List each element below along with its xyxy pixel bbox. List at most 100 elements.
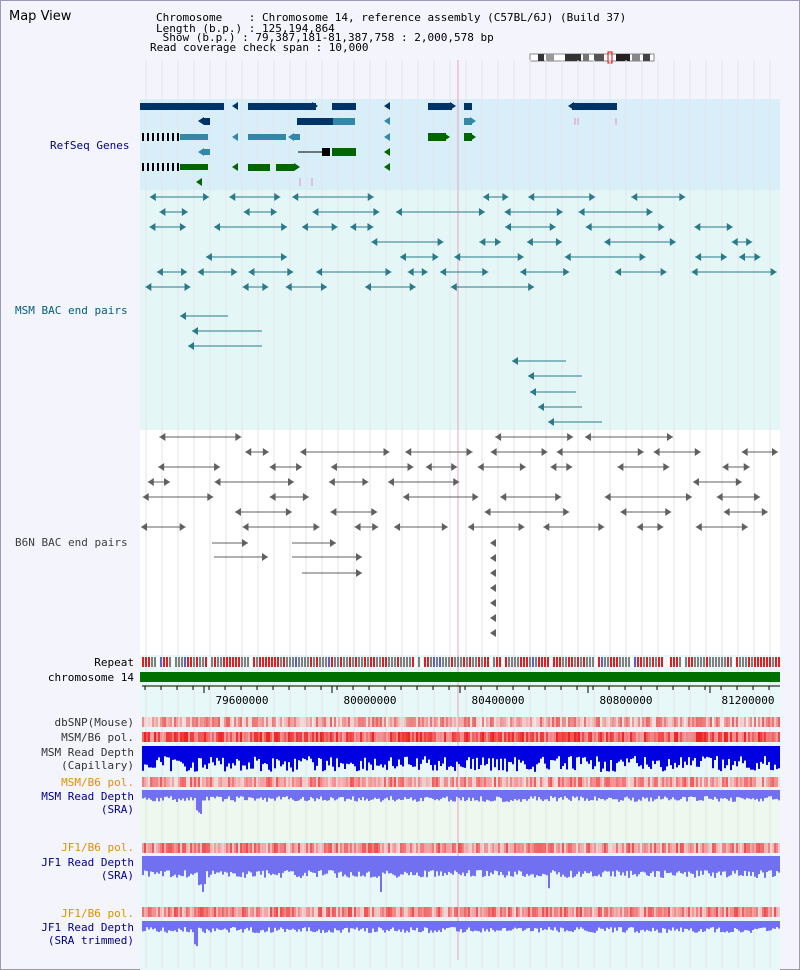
depth-bar <box>534 746 536 772</box>
msm-bac-pair-glyphs[interactable] <box>145 193 777 426</box>
heat-cell <box>180 843 182 853</box>
heat-cell <box>684 843 686 853</box>
heat-cell <box>736 732 738 742</box>
heat-cell <box>598 843 600 853</box>
heat-cell <box>562 777 564 787</box>
heat-cell <box>334 777 336 787</box>
track-label-b6n-bac[interactable]: B6N BAC end pairs <box>15 536 128 549</box>
heat-cell <box>766 732 768 742</box>
depth-bar <box>452 790 454 802</box>
track-label-jf1-depth-trim-sub: (SRA trimmed) <box>47 934 134 947</box>
heat-cell <box>372 717 374 727</box>
heat-cell <box>748 717 750 727</box>
heat-cell <box>270 732 272 742</box>
track-label-msm-b6-pol-2[interactable]: MSM/B6 pol. <box>61 776 134 789</box>
depth-bar <box>552 790 554 798</box>
heat-cell <box>156 777 158 787</box>
heat-cell <box>436 732 438 742</box>
heat-cell <box>218 717 220 727</box>
heat-cell <box>672 777 674 787</box>
heat-cell <box>696 777 698 787</box>
heat-cell <box>454 907 456 917</box>
heat-cell <box>338 907 340 917</box>
depth-bar <box>290 856 292 872</box>
heat-cell <box>726 717 728 727</box>
track-label-msm-depth-sra[interactable]: MSM Read Depth <box>41 790 134 803</box>
track-label-dbsnp[interactable]: dbSNP(Mouse) <box>54 716 134 729</box>
depth-bar <box>226 921 228 930</box>
heat-cell <box>212 907 214 917</box>
depth-bar <box>456 746 458 762</box>
depth-bar <box>296 746 298 770</box>
b6n-bac-pair-glyphs[interactable] <box>141 433 778 637</box>
depth-bar <box>654 856 656 877</box>
heat-cell <box>388 717 390 727</box>
depth-bar <box>242 746 244 766</box>
depth-bar <box>756 856 758 878</box>
depth-bar <box>746 790 748 798</box>
ruler-label: 80800000 <box>600 694 653 707</box>
track-label-jf1-pol-2[interactable]: JF1/B6 pol. <box>61 907 134 920</box>
depth-bar <box>646 921 648 930</box>
depth-bar <box>758 856 760 875</box>
heat-cell <box>588 843 590 853</box>
heat-cell <box>448 717 450 727</box>
depth-bar <box>162 921 164 928</box>
heat-cell <box>462 732 464 742</box>
heat-cell <box>342 907 344 917</box>
heat-cell <box>598 907 600 917</box>
heat-cell <box>174 843 176 853</box>
bac-end-arrow <box>478 208 485 216</box>
depth-bar <box>192 746 194 763</box>
depth-bar <box>328 746 330 766</box>
heat-cell <box>692 717 694 727</box>
heat-cell <box>316 717 318 727</box>
heat-cell <box>142 843 144 853</box>
heat-cell <box>638 907 640 917</box>
depth-bar <box>284 921 286 932</box>
depth-bar <box>230 856 232 873</box>
repeat-element <box>265 657 267 667</box>
depth-bar <box>224 746 226 772</box>
heat-cell <box>402 843 404 853</box>
depth-bar <box>182 921 184 932</box>
depth-bar <box>512 746 514 765</box>
depth-bar <box>668 921 670 930</box>
bac-end-arrow <box>214 223 221 231</box>
depth-bar <box>574 790 576 798</box>
depth-bar <box>460 856 462 876</box>
depth-bar <box>366 921 368 929</box>
chromosome-ideogram[interactable] <box>529 51 655 64</box>
heat-cell <box>412 732 414 742</box>
track-label-jf1-depth-trim[interactable]: JF1 Read Depth <box>41 921 134 934</box>
track-label-repeat[interactable]: Repeat <box>94 656 134 669</box>
depth-bar <box>200 790 202 814</box>
track-label-chromosome[interactable]: chromosome 14 <box>47 671 134 684</box>
track-label-msm-b6-pol[interactable]: MSM/B6 pol. <box>61 731 134 744</box>
track-label-msm-depth-cap[interactable]: MSM Read Depth <box>41 746 134 759</box>
bac-end-arrow <box>694 223 701 231</box>
heat-cell <box>608 777 610 787</box>
heat-cell <box>398 717 400 727</box>
heat-cell <box>710 717 712 727</box>
heat-cell <box>610 907 612 917</box>
track-label-refseq[interactable]: RefSeq Genes <box>50 139 130 152</box>
track-label-jf1-pol[interactable]: JF1/B6 pol. <box>61 841 134 854</box>
heat-cell <box>350 717 352 727</box>
position-ruler: 79600000 80000000 80400000 80800000 81200000 <box>142 685 780 707</box>
depth-bar <box>650 746 652 769</box>
depth-bar <box>578 856 580 872</box>
depth-bar <box>722 790 724 799</box>
depth-bar <box>338 856 340 873</box>
depth-bar <box>174 790 176 800</box>
heat-cell <box>580 843 582 853</box>
heat-cell <box>170 907 172 917</box>
track-label-msm-bac[interactable]: MSM BAC end pairs <box>15 304 128 317</box>
heat-cell <box>360 732 362 742</box>
depth-bar <box>642 921 644 930</box>
track-label-jf1-depth-sra[interactable]: JF1 Read Depth <box>41 856 134 869</box>
refseq-gene-glyphs[interactable] <box>140 102 617 186</box>
heat-cell <box>266 777 268 787</box>
bac-end-arrow <box>500 493 507 501</box>
